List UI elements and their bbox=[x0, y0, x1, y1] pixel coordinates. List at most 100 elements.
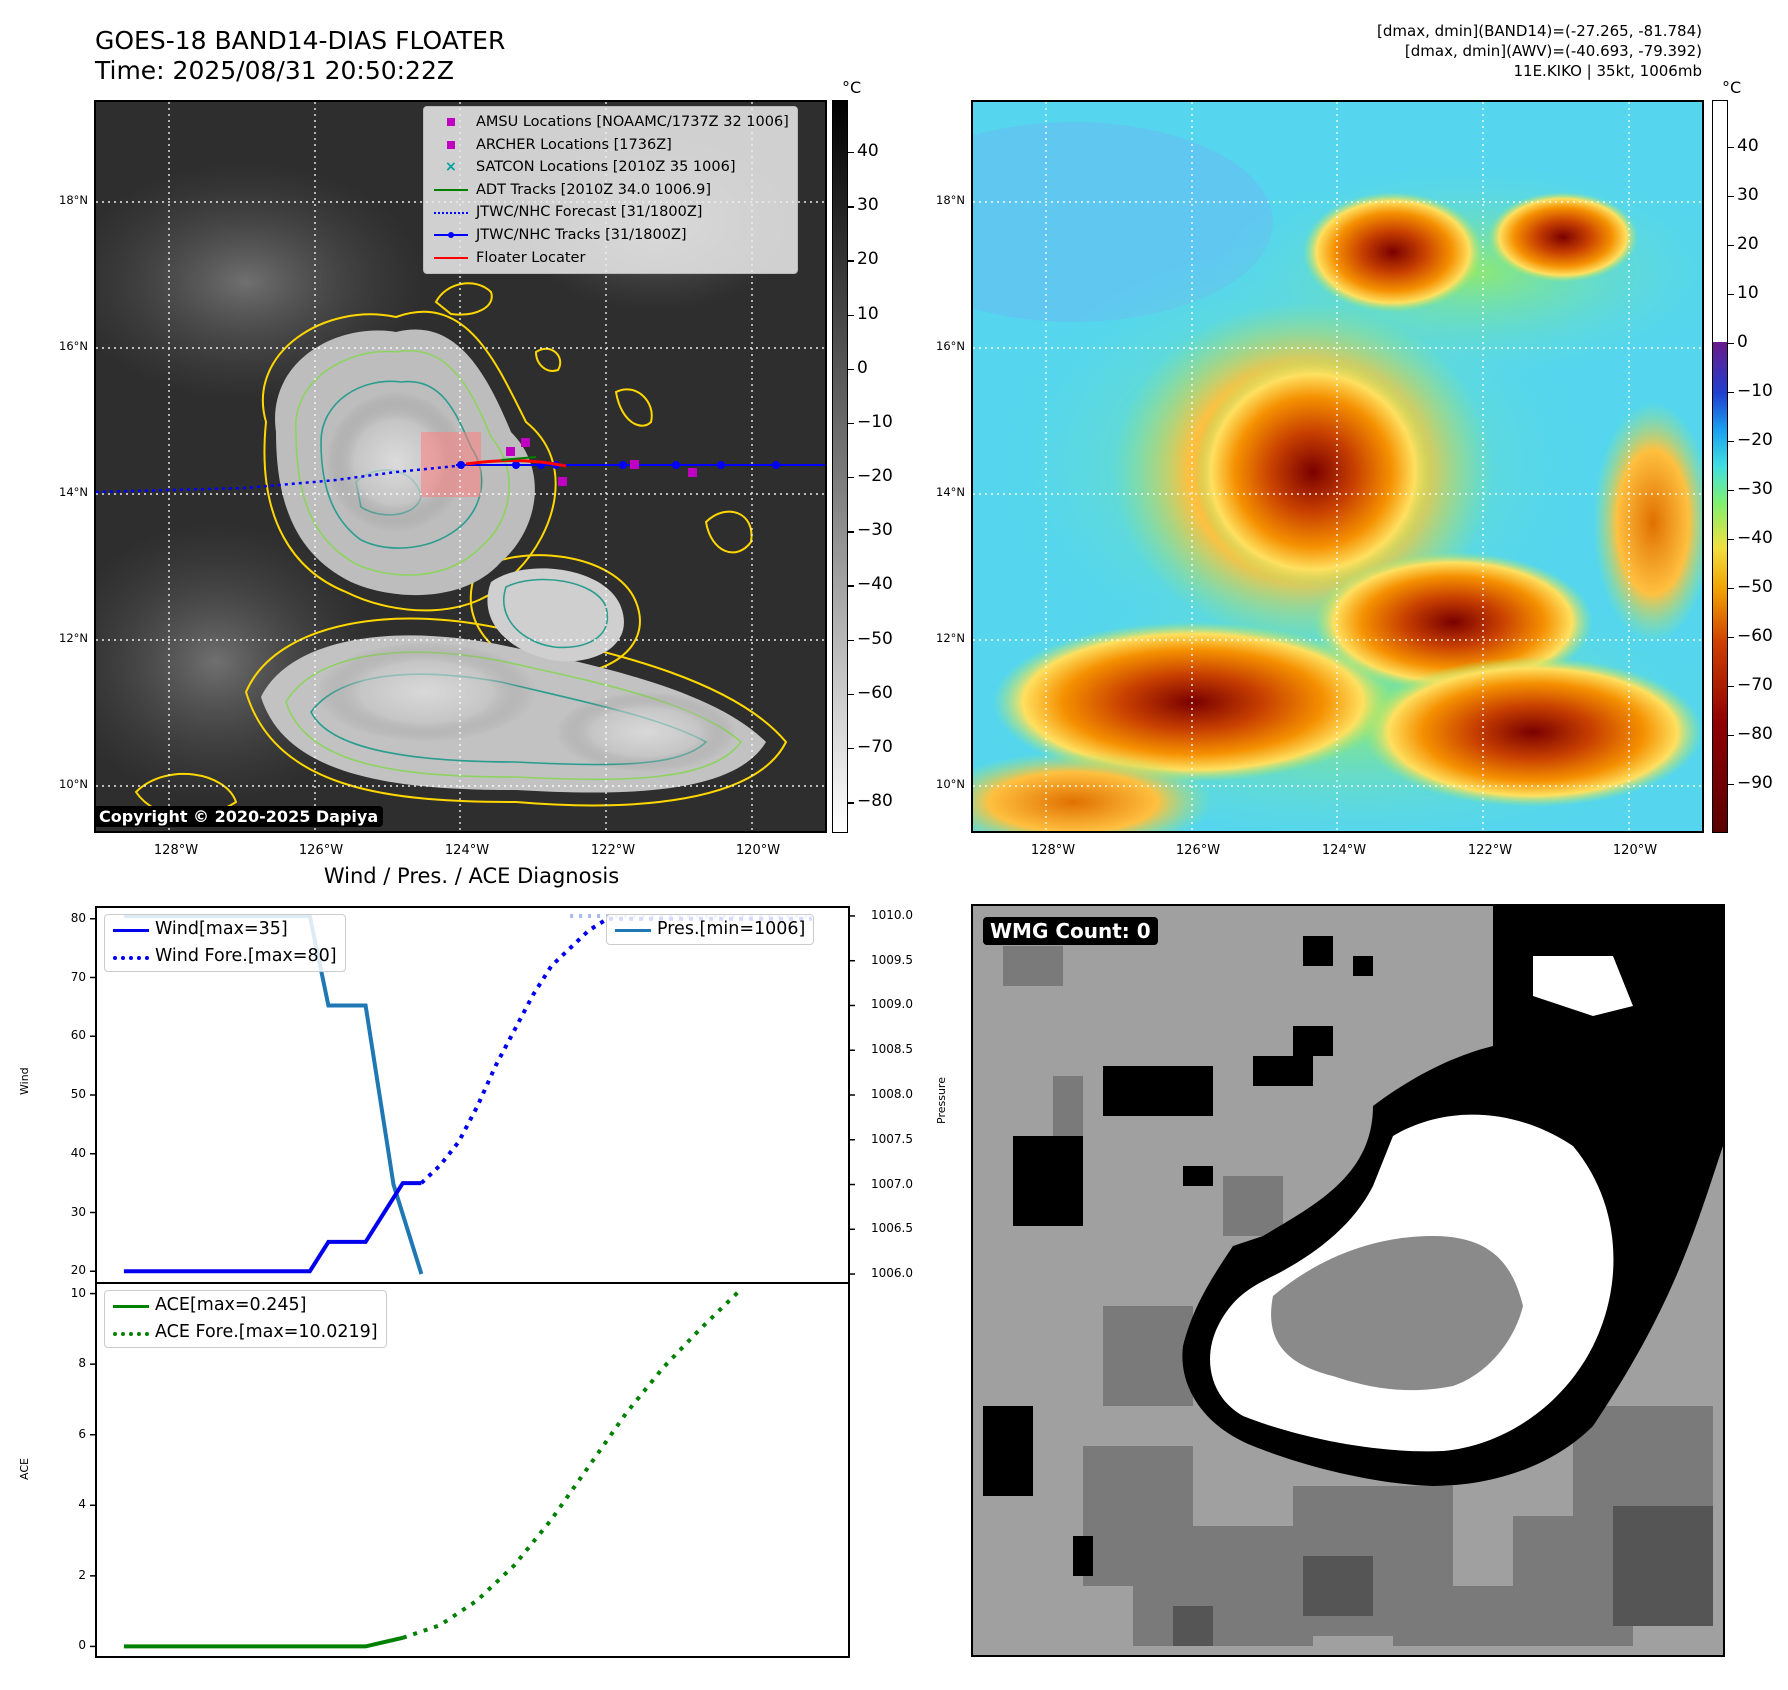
pressure-tick-label: 1006.0 bbox=[871, 1266, 913, 1281]
colorbar-tick bbox=[1728, 783, 1734, 786]
colorbar-tick-label: 40 bbox=[857, 141, 879, 161]
colorbar-tick bbox=[1728, 195, 1734, 197]
colorbar-tick bbox=[1728, 293, 1734, 296]
colorbar-tick-label: −30 bbox=[857, 520, 893, 541]
colorbar-tick-label: 30 bbox=[857, 195, 879, 216]
colorbar-tick bbox=[1728, 538, 1734, 541]
wind-tick-label: 60 bbox=[70, 1028, 86, 1043]
figure-title: GOES-18 BAND14-DIAS FLOATER bbox=[95, 26, 506, 55]
legend-label: Floater Locater bbox=[476, 249, 586, 266]
colorbar-tick-label: 40 bbox=[1737, 135, 1759, 156]
colorbar-tick-label: −50 bbox=[857, 628, 893, 649]
info-dmax-band14: [dmax, dmin](BAND14)=(-27.265, -81.784) bbox=[1377, 22, 1702, 40]
line-icon bbox=[432, 251, 470, 265]
lat-label: 16°N bbox=[59, 339, 88, 353]
lon-label: 120°W bbox=[1612, 843, 1658, 858]
legend-label: Wind[max=35] bbox=[155, 919, 288, 939]
lon-label: 126°W bbox=[1175, 843, 1221, 858]
colorbar-tick bbox=[1728, 440, 1734, 443]
colorbar-tick-label: −90 bbox=[1737, 772, 1773, 793]
colorbar-tick bbox=[1728, 685, 1734, 688]
ace-tick-label: 8 bbox=[78, 1356, 86, 1371]
wmg-map bbox=[971, 904, 1725, 1657]
colorbar-tick-label: 0 bbox=[857, 357, 868, 378]
wind-tick-label: 70 bbox=[70, 969, 86, 984]
legend-item-amsu: AMSU Locations [NOAAMC/1737Z 32 1006] bbox=[432, 111, 789, 134]
pressure-tick-label: 1007.5 bbox=[871, 1131, 913, 1146]
legend-label: Pres.[min=1006] bbox=[657, 919, 806, 939]
lon-label: 124°W bbox=[444, 843, 490, 858]
info-storm: 11E.KIKO | 35kt, 1006mb bbox=[1513, 62, 1702, 80]
colorbar-tick-label: −80 bbox=[1737, 723, 1773, 744]
colorbar-tick-label: 20 bbox=[857, 249, 879, 270]
colorbar-tick bbox=[848, 585, 854, 587]
legend-item-pressure: Pres.[min=1006] bbox=[613, 916, 805, 943]
x-marker-icon: × bbox=[445, 159, 457, 176]
enhanced-colorbar bbox=[1712, 100, 1728, 833]
colorbar-tick-label: −60 bbox=[857, 682, 893, 703]
lon-label: 122°W bbox=[590, 843, 636, 858]
wmg-count-badge: WMG Count: 0 bbox=[983, 917, 1158, 945]
colorbar-tick-label: 20 bbox=[1737, 233, 1759, 254]
colorbar-tick-label: 10 bbox=[1737, 282, 1759, 303]
lon-label: 128°W bbox=[1030, 843, 1076, 858]
legend-item-floater: Floater Locater bbox=[432, 247, 789, 270]
wind-tick-label: 40 bbox=[70, 1145, 86, 1160]
colorbar-tick bbox=[1728, 734, 1734, 737]
pressure-tick-label: 1008.0 bbox=[871, 1087, 913, 1101]
figure-time: Time: 2025/08/31 20:50:22Z bbox=[95, 56, 454, 85]
colorbar-tick bbox=[1728, 489, 1734, 492]
square-marker-icon bbox=[432, 138, 470, 152]
lat-label: 18°N bbox=[936, 193, 965, 207]
colorbar-tick bbox=[848, 152, 854, 154]
enhanced-ir-map bbox=[971, 100, 1704, 833]
lat-label: 12°N bbox=[59, 631, 88, 645]
ace-tick-label: 4 bbox=[78, 1497, 86, 1512]
lat-label: 10°N bbox=[936, 777, 965, 791]
wind-line bbox=[123, 1181, 422, 1274]
colorbar-tick bbox=[1728, 146, 1734, 148]
lat-label: 14°N bbox=[936, 485, 965, 499]
line-icon bbox=[613, 923, 651, 937]
lon-label: 124°W bbox=[1321, 843, 1367, 858]
colorbar-unit: °C bbox=[842, 78, 862, 97]
ir-colorbar bbox=[832, 100, 848, 833]
legend-item-satcon: × SATCON Locations [2010Z 35 1006] bbox=[432, 156, 789, 179]
line-icon bbox=[111, 923, 149, 937]
colorbar-tick bbox=[848, 693, 854, 696]
legend-item-tracks: JTWC/NHC Tracks [31/1800Z] bbox=[432, 224, 789, 247]
legend-item-wind-forecast: Wind Fore.[max=80] bbox=[111, 943, 337, 970]
colorbar-tick-label: −80 bbox=[857, 791, 893, 812]
colorbar-tick bbox=[848, 802, 854, 804]
pressure-tick-label: 1007.0 bbox=[871, 1176, 913, 1191]
lat-label: 18°N bbox=[59, 193, 88, 207]
ace-legend: ACE[max=0.245] ACE Fore.[max=10.0219] bbox=[104, 1290, 387, 1348]
legend-item-wind: Wind[max=35] bbox=[111, 916, 337, 943]
dotted-line-icon bbox=[111, 1326, 149, 1340]
colorbar-tick-label: −40 bbox=[857, 574, 893, 595]
pressure-tick-label: 1008.5 bbox=[871, 1042, 913, 1057]
ace-tick-label: 10 bbox=[70, 1285, 86, 1300]
colorbar-tick bbox=[848, 639, 854, 641]
wind-tick-label: 50 bbox=[70, 1087, 86, 1101]
lat-label: 16°N bbox=[936, 339, 965, 353]
wind-forecast-line bbox=[420, 916, 812, 1185]
legend-item-ace: ACE[max=0.245] bbox=[111, 1292, 378, 1319]
legend-item-forecast: JTWC/NHC Forecast [31/1800Z] bbox=[432, 201, 789, 224]
colorbar-tick bbox=[1728, 636, 1734, 639]
pressure-tick-label: 1006.5 bbox=[871, 1221, 913, 1236]
lon-label: 128°W bbox=[153, 843, 199, 858]
colorbar-tick-label: −20 bbox=[857, 466, 893, 487]
ace-tick-label: 0 bbox=[78, 1638, 86, 1653]
ace-axes-frame bbox=[95, 1282, 850, 1658]
colorbar-tick bbox=[1728, 587, 1734, 590]
legend-label: SATCON Locations [2010Z 35 1006] bbox=[476, 159, 736, 176]
colorbar-tick bbox=[1728, 342, 1734, 345]
colorbar-tick-label: 10 bbox=[857, 303, 879, 324]
colorbar-tick-label: −50 bbox=[1737, 576, 1773, 597]
line-icon bbox=[111, 1299, 149, 1313]
legend-label: ACE[max=0.245] bbox=[155, 1295, 307, 1315]
wind-tick-label: 80 bbox=[70, 910, 86, 925]
ir-legend: AMSU Locations [NOAAMC/1737Z 32 1006] AR… bbox=[423, 106, 798, 275]
colorbar-tick bbox=[1728, 391, 1734, 394]
